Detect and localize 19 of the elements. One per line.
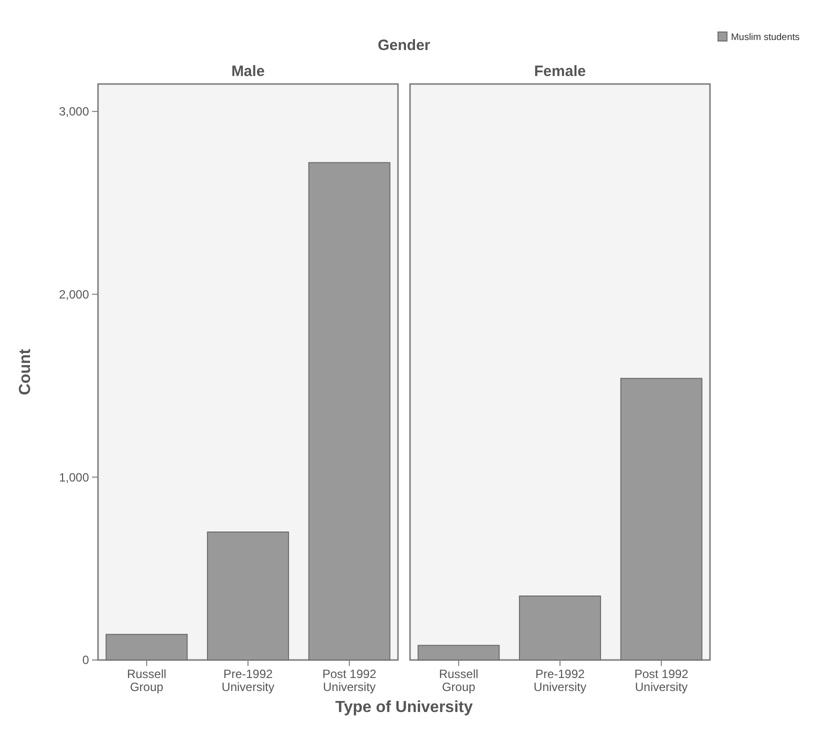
y-tick-label: 2,000	[58, 287, 90, 302]
x-tick-label: Pre-1992 University	[222, 667, 274, 694]
y-tick-label: 3,000	[58, 104, 90, 119]
x-tick-label: Russell Group	[126, 667, 166, 694]
y-tick-label: 1,000	[58, 470, 90, 484]
x-tick-label: Russell Group	[438, 667, 478, 694]
text: Gender	[378, 37, 430, 54]
legend-label: Muslim students	[731, 32, 800, 43]
x-axis-title: Type of University	[335, 699, 473, 716]
bar	[308, 162, 390, 660]
y-tick-label: 0	[82, 653, 90, 668]
bar	[206, 532, 290, 660]
chart-title: Female	[534, 63, 586, 80]
x-tick-label: Post 1992 University	[634, 667, 689, 694]
x-tick-label: Pre-1992 University	[534, 667, 586, 694]
bar	[106, 634, 188, 660]
chart-title: Male	[231, 63, 265, 80]
y-axis-title: Count	[17, 348, 34, 396]
x-tick-label: Post 1992 University	[322, 667, 377, 694]
